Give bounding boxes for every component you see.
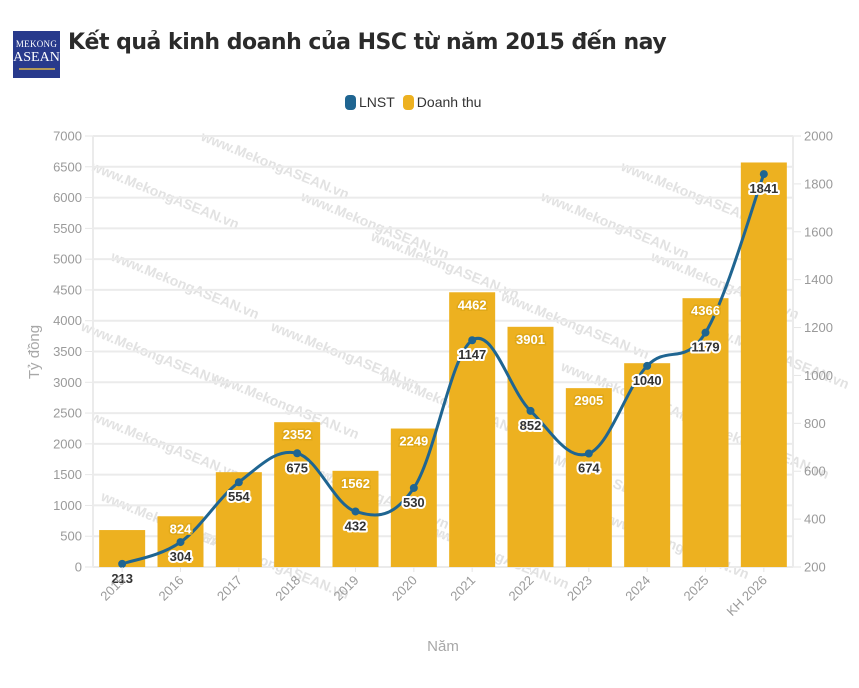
bar-value-label: 4462 — [458, 297, 487, 312]
bar-doanh-thu — [274, 422, 321, 567]
x-tick-label: 2020 — [389, 573, 420, 604]
bar-value-label: 3901 — [516, 332, 545, 347]
line-point-lnst — [701, 328, 710, 337]
line-point-lnst — [409, 483, 418, 492]
line-value-label: 675 — [286, 460, 308, 475]
watermark-text: www.MekongASEAN.vn — [538, 188, 692, 262]
right-tick-label: 1000 — [804, 368, 833, 383]
bars-layer — [99, 162, 787, 567]
legend-label-lnst: LNST — [359, 94, 395, 110]
line-point-lnst — [643, 361, 652, 370]
line-point-lnst — [526, 406, 535, 415]
left-tick-label: 4500 — [53, 282, 82, 297]
legend-item-doanh-thu[interactable]: Doanh thu — [402, 94, 482, 110]
bar-value-label: 1562 — [341, 476, 370, 491]
left-tick-label: 6500 — [53, 159, 82, 174]
left-tick-label: 5000 — [53, 252, 82, 267]
bar-doanh-thu — [624, 363, 671, 567]
line-value-label: 674 — [578, 461, 600, 476]
x-tick-label: 2021 — [447, 573, 478, 604]
bar-value-label: 824 — [170, 521, 192, 536]
line-value-label: 530 — [403, 495, 425, 510]
right-tick-label: 400 — [804, 512, 826, 527]
mekong-asean-logo: MEKONG ASEAN — [13, 31, 60, 78]
bar-doanh-thu — [215, 472, 262, 567]
line-value-label: 1841 — [749, 181, 778, 196]
line-layer — [118, 170, 768, 568]
bar-value-label: 2249 — [399, 434, 428, 449]
line-point-lnst — [234, 478, 243, 487]
watermark-text: www.MekongASEAN.vn — [78, 318, 232, 392]
bar-doanh-thu — [507, 326, 554, 567]
right-tick-label: 1400 — [804, 272, 833, 287]
left-tick-label: 1000 — [53, 498, 82, 513]
left-tick-label: 3000 — [53, 375, 82, 390]
line-value-label: 1147 — [458, 347, 486, 362]
legend-label-doanh-thu: Doanh thu — [416, 94, 482, 110]
left-tick-label: 1500 — [53, 467, 82, 482]
left-tick-label: 2000 — [53, 436, 82, 451]
watermark-text: www.MekongASEAN.vn — [198, 128, 352, 202]
bar-value-label: 4366 — [691, 303, 720, 318]
x-tick-label: KH 2026 — [724, 573, 770, 619]
x-tick-label: 2025 — [681, 573, 712, 604]
right-tick-label: 800 — [804, 416, 826, 431]
legend: LNST Doanh thu — [345, 94, 489, 110]
left-tick-label: 6000 — [53, 190, 82, 205]
line-point-lnst — [351, 507, 360, 516]
chart-title: Kết quả kinh doanh của HSC từ năm 2015 đ… — [68, 30, 667, 55]
line-value-label: 432 — [345, 518, 367, 533]
line-point-lnst — [759, 170, 768, 179]
line-value-label: 1040 — [633, 373, 662, 388]
y-axis-title: Tỷ đồng — [26, 325, 43, 379]
legend-item-lnst[interactable]: LNST — [345, 94, 395, 110]
line-value-label: 213 — [111, 571, 133, 586]
right-tick-label: 1600 — [804, 224, 833, 239]
logo-line2: ASEAN — [13, 49, 60, 65]
grid-layer — [93, 135, 793, 568]
line-value-label: 304 — [170, 549, 192, 564]
right-tick-label: 200 — [804, 560, 826, 575]
line-point-lnst — [584, 449, 593, 458]
left-tick-label: 5500 — [53, 221, 82, 236]
logo-underline — [18, 67, 55, 70]
left-tick-label: 0 — [75, 560, 82, 575]
bar-value-label: 2352 — [283, 427, 312, 442]
left-tick-label: 500 — [60, 529, 82, 544]
bar-doanh-thu — [682, 298, 729, 567]
line-point-lnst — [468, 336, 477, 345]
left-tick-label: 7000 — [53, 129, 82, 144]
line-point-lnst — [176, 538, 185, 547]
line-value-label: 1179 — [691, 340, 719, 355]
x-tick-label: 2017 — [214, 573, 245, 604]
line-value-label: 554 — [228, 489, 250, 504]
right-tick-label: 2000 — [804, 129, 833, 144]
right-tick-label: 600 — [804, 464, 826, 479]
left-tick-label: 2500 — [53, 406, 82, 421]
left-tick-label: 4000 — [53, 313, 82, 328]
bar-doanh-thu — [740, 162, 787, 567]
bar-doanh-thu — [332, 470, 379, 567]
logo-line1: MEKONG — [15, 38, 58, 49]
bar-doanh-thu — [565, 388, 612, 567]
x-tick-label: 2024 — [622, 573, 653, 604]
right-tick-label: 1200 — [804, 320, 833, 335]
right-tick-label: 1800 — [804, 176, 833, 191]
x-axis-title: Năm — [427, 638, 459, 655]
bar-doanh-thu — [449, 292, 496, 567]
x-tick-label: 2016 — [156, 573, 187, 604]
line-point-lnst — [293, 449, 302, 458]
left-tick-label: 3500 — [53, 344, 82, 359]
bar-value-label: 2905 — [574, 393, 603, 408]
legend-swatch-doanh-thu — [402, 94, 414, 110]
legend-swatch-lnst — [345, 94, 356, 110]
watermark-text: www.MekongASEAN.vn — [88, 158, 242, 232]
line-point-lnst — [118, 559, 127, 568]
labels-layer: 824 2352 1562 2249 4462 3901 2905 4366 213 304 554… — [109, 179, 780, 588]
line-value-label: 852 — [520, 418, 542, 433]
